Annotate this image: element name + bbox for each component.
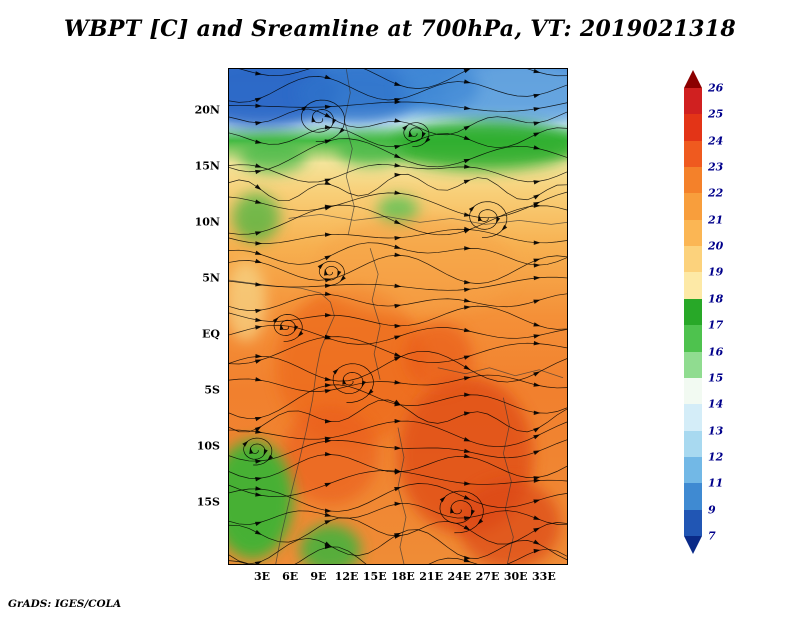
y-tick-label: 10S <box>196 439 220 453</box>
x-tick-label: 33E <box>532 570 556 583</box>
colorbar-segment <box>684 88 702 115</box>
map-plot <box>228 68 568 565</box>
colorbar-tick-label: 22 <box>708 186 724 200</box>
x-tick-label: 15E <box>362 570 387 583</box>
colorbar-tick-label: 20 <box>708 239 724 253</box>
colorbar-segment <box>684 140 702 168</box>
x-tick-label: 30E <box>503 570 528 583</box>
colorbar-tick-label: 16 <box>708 345 724 358</box>
colorbar-tick-label: 12 <box>708 450 724 464</box>
colorbar-tick-label: 24 <box>708 134 724 148</box>
y-tick-label: 15S <box>196 495 220 509</box>
colorbar-tick-label: 13 <box>708 424 724 438</box>
colorbar-tick-label: 15 <box>708 371 724 385</box>
colorbar-tick-label: 11 <box>708 476 724 490</box>
x-tick-label: 18E <box>391 570 415 583</box>
colorbar-tick-label: 18 <box>708 292 724 306</box>
colorbar-segment <box>684 430 702 458</box>
x-tick-label: 24E <box>447 570 472 583</box>
y-tick-label: EQ <box>202 327 220 341</box>
colorbar-segment <box>684 351 702 379</box>
colorbar-tick-label: 21 <box>708 213 724 227</box>
colorbar-segment <box>684 272 702 300</box>
x-tick-label: 3E <box>253 570 271 583</box>
colorbar-tick-label: 14 <box>708 397 724 411</box>
colorbar-tick-label: 17 <box>708 318 724 332</box>
colorbar-tick-label: 9 <box>708 503 716 517</box>
colorbar-segment <box>684 377 702 405</box>
colorbar-segment <box>684 483 702 511</box>
colorbar-arrow-top <box>684 70 702 88</box>
x-tick-label: 27E <box>475 570 500 583</box>
colorbar-segment <box>684 114 702 142</box>
colorbar-tick-label: 23 <box>708 160 724 174</box>
colorbar-segment <box>684 167 702 194</box>
colorbar-segment <box>684 456 702 484</box>
colorbar-tick-label: 7 <box>708 529 716 543</box>
colorbar-segment <box>684 298 702 326</box>
colorbar-segment <box>684 404 702 432</box>
grads-credit: GrADS: IGES/COLA <box>8 598 122 610</box>
colorbar-arrow-bottom <box>684 535 702 554</box>
colorbar-segment <box>684 193 702 221</box>
y-tick-label: 5N <box>202 271 220 285</box>
map-canvas <box>229 69 567 564</box>
colorbar-segment <box>684 325 702 352</box>
x-tick-label: 21E <box>419 570 443 583</box>
colorbar-segment <box>684 219 702 247</box>
colorbar-tick-label: 25 <box>708 107 724 121</box>
colorbar-tick-label: 26 <box>708 81 724 95</box>
chart-title: WBPT [C] and Sreamline at 700hPa, VT: 20… <box>64 16 736 42</box>
y-tick-label: 20N <box>194 103 220 117</box>
y-tick-label: 5S <box>204 383 220 397</box>
colorbar-segment <box>684 246 702 273</box>
colorbar-tick-label: 19 <box>708 265 724 279</box>
y-tick-label: 15N <box>194 159 220 173</box>
x-tick-label: 6E <box>282 570 299 583</box>
x-tick-label: 12E <box>334 570 359 583</box>
colorbar-segment <box>684 509 702 537</box>
y-tick-label: 10N <box>194 215 220 229</box>
x-tick-label: 9E <box>310 570 327 583</box>
